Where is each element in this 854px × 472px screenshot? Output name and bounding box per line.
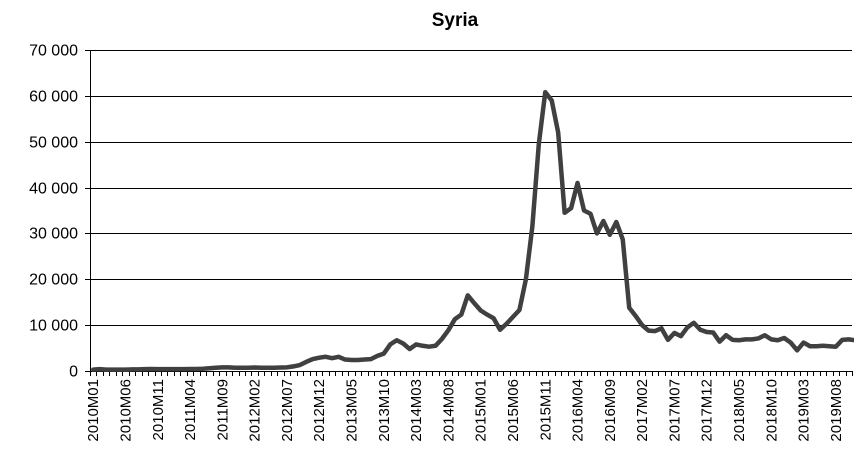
y-tick-label: 30 000 — [29, 226, 78, 243]
x-tick-label: 2010M11 — [150, 379, 167, 440]
x-tick-label: 2016M04 — [570, 379, 587, 442]
x-tick-label: 2012M07 — [279, 379, 296, 442]
x-tick-label: 2018M10 — [763, 379, 780, 442]
y-axis-ticks: 0 10 000 20 000 30 000 40 000 50 000 60 000 70 … — [29, 43, 90, 381]
y-tick-label: 10 000 — [29, 318, 78, 335]
x-tick-label: 2012M12 — [311, 379, 328, 442]
chart-title: Syria — [432, 10, 479, 31]
y-tick-label: 60 000 — [29, 89, 78, 106]
x-tick-label: 2014M08 — [440, 379, 457, 442]
x-tick-label: 2019M08 — [828, 379, 845, 442]
x-tick-label: 2016M09 — [602, 379, 619, 442]
x-tick-label: 2017M07 — [666, 379, 683, 442]
x-tick-label: 2017M02 — [634, 379, 651, 442]
x-tick-label: 2011M04 — [182, 379, 199, 440]
x-tick-label: 2013M10 — [376, 379, 393, 442]
x-tick-label: 2017M12 — [699, 379, 716, 442]
x-axis-ticks: 2010M01 2010M06 2010M11 2011M04 2011M09 2012M… — [85, 371, 853, 442]
y-tick-label: 40 000 — [29, 181, 78, 198]
x-tick-label: 2015M06 — [505, 379, 522, 442]
x-tick-label: 2011M09 — [214, 379, 231, 440]
x-tick-label: 2015M11 — [537, 379, 554, 440]
y-tick-label: 20 000 — [29, 272, 78, 289]
x-tick-label: 2014M03 — [408, 379, 425, 442]
x-tick-label: 2018M05 — [731, 379, 748, 442]
y-tick-label: 70 000 — [29, 43, 78, 60]
gridlines — [90, 50, 852, 326]
y-tick-label: 50 000 — [29, 135, 78, 152]
axes — [90, 50, 852, 372]
x-tick-label: 2012M02 — [247, 379, 264, 442]
x-tick-label: 2019M03 — [796, 379, 813, 442]
series-layer — [90, 89, 854, 372]
x-tick-label: 2013M05 — [344, 379, 361, 442]
series-line — [90, 89, 854, 372]
x-tick-label: 2010M06 — [118, 379, 135, 442]
x-tick-label: 2015M01 — [473, 379, 490, 442]
x-tick-label: 2010M01 — [85, 379, 102, 442]
y-tick-label: 0 — [69, 364, 78, 381]
